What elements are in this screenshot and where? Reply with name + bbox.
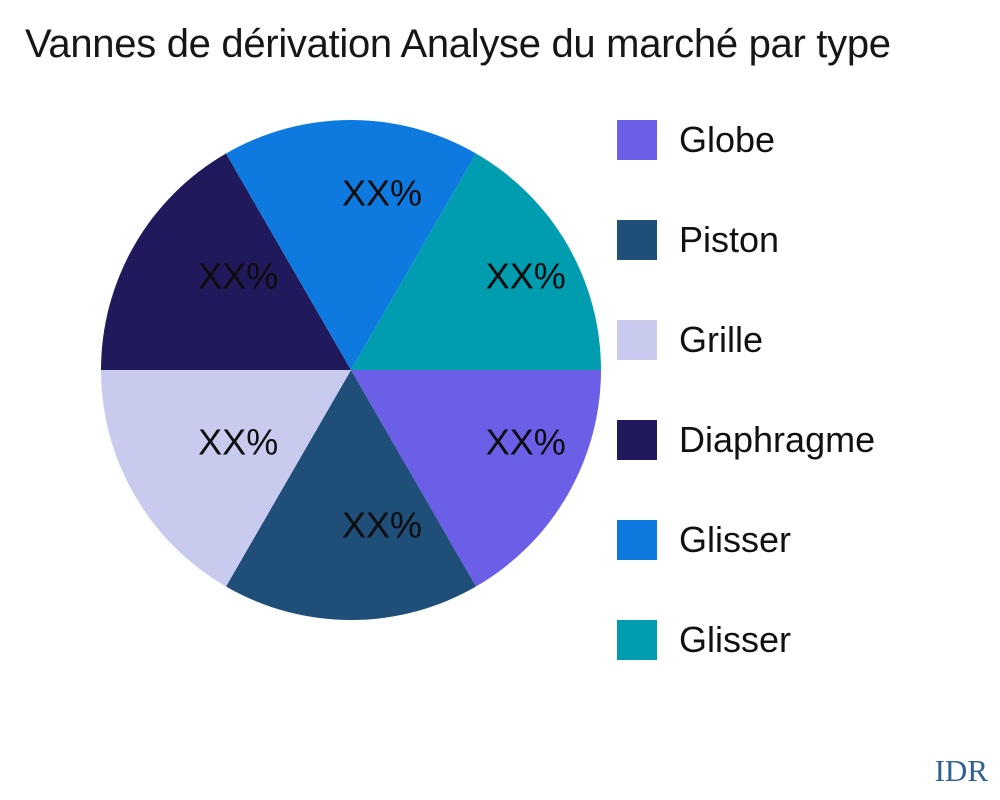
legend-item: Globe <box>617 120 875 160</box>
pie-slice-label: XX% <box>486 256 566 297</box>
legend-item: Glisser <box>617 520 875 560</box>
legend-item: Piston <box>617 220 875 260</box>
pie-slice-label: XX% <box>342 173 422 214</box>
pie-slice-label: XX% <box>486 422 566 463</box>
pie-slice-glisser-4 <box>226 119 476 370</box>
pie-slice-label: XX% <box>198 422 278 463</box>
pie-slice-grille-2 <box>101 370 351 587</box>
legend-label: Piston <box>679 219 780 260</box>
pie-slice-label: XX% <box>198 256 278 297</box>
pie-slice-diaphragme-3 <box>100 153 351 370</box>
legend-label: Diaphragme <box>679 419 876 460</box>
legend-item: Diaphragme <box>617 420 875 460</box>
legend-label: Glisser <box>679 619 792 660</box>
legend-item: Grille <box>617 320 875 360</box>
legend-swatch <box>617 120 657 160</box>
legend-swatch <box>617 520 657 560</box>
legend-swatch <box>617 220 657 260</box>
legend-label: Glisser <box>679 519 792 560</box>
pie-slice-globe-0 <box>351 370 601 587</box>
legend-label: Globe <box>679 119 776 160</box>
legend-swatch <box>617 620 657 660</box>
pie-slice-label: XX% <box>342 505 422 546</box>
legend-swatch <box>617 320 657 360</box>
pie-slice-piston-1 <box>226 370 476 621</box>
pie-slice-glisser-5 <box>351 153 601 370</box>
legend-swatch <box>617 420 657 460</box>
legend: Globe Piston Grille Diaphragme Glisser Glisse… <box>617 120 875 720</box>
legend-label: Grille <box>679 319 764 360</box>
brand-watermark: IDR <box>934 753 988 788</box>
legend-item: Glisser <box>617 620 875 660</box>
chart-title: Vannes de dérivation Analyse du marché p… <box>25 22 891 66</box>
